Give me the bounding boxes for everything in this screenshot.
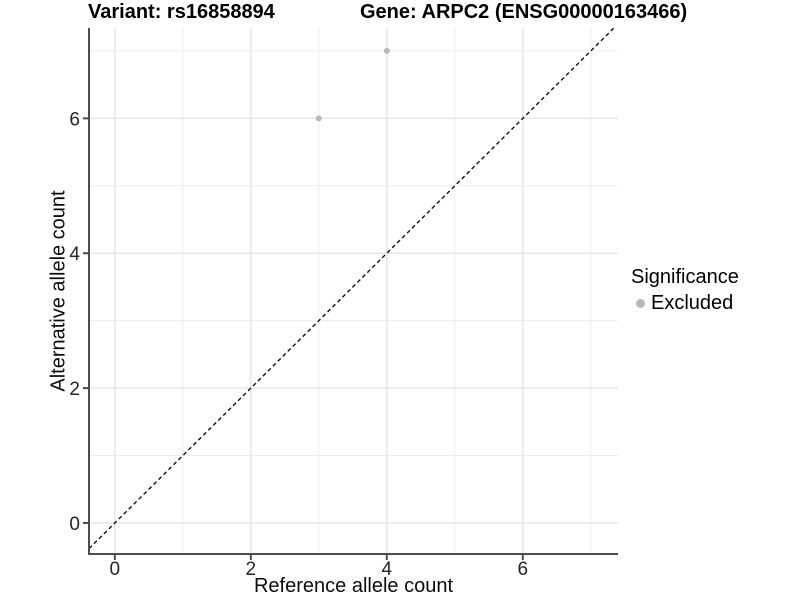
gene-title: Gene: ARPC2 (ENSG00000163466) bbox=[360, 1, 688, 23]
x-tick-label: 0 bbox=[110, 559, 121, 580]
legend-title: Significance bbox=[631, 266, 739, 288]
x-tick-label: 2 bbox=[246, 559, 257, 580]
x-tick-label: 6 bbox=[518, 559, 529, 580]
y-tick-label: 6 bbox=[69, 109, 80, 130]
legend-item-excluded: Excluded bbox=[631, 292, 739, 315]
identity-reference-line bbox=[88, 27, 615, 550]
excluded-point-icon bbox=[636, 299, 645, 308]
x-axis-title: Reference allele count bbox=[253, 575, 453, 597]
y-tick-label: 4 bbox=[69, 244, 80, 265]
y-tick-label: 0 bbox=[69, 514, 80, 535]
legend-item-label: Excluded bbox=[651, 292, 734, 314]
y-tick-label: 2 bbox=[69, 379, 80, 400]
legend: Significance Excluded bbox=[631, 266, 739, 315]
variant-title: Variant: rs16858894 bbox=[88, 1, 275, 23]
data-point bbox=[315, 115, 322, 122]
y-axis-title: Alternative allele count bbox=[47, 190, 70, 392]
data-point bbox=[383, 47, 390, 54]
x-tick-label: 4 bbox=[382, 559, 393, 580]
